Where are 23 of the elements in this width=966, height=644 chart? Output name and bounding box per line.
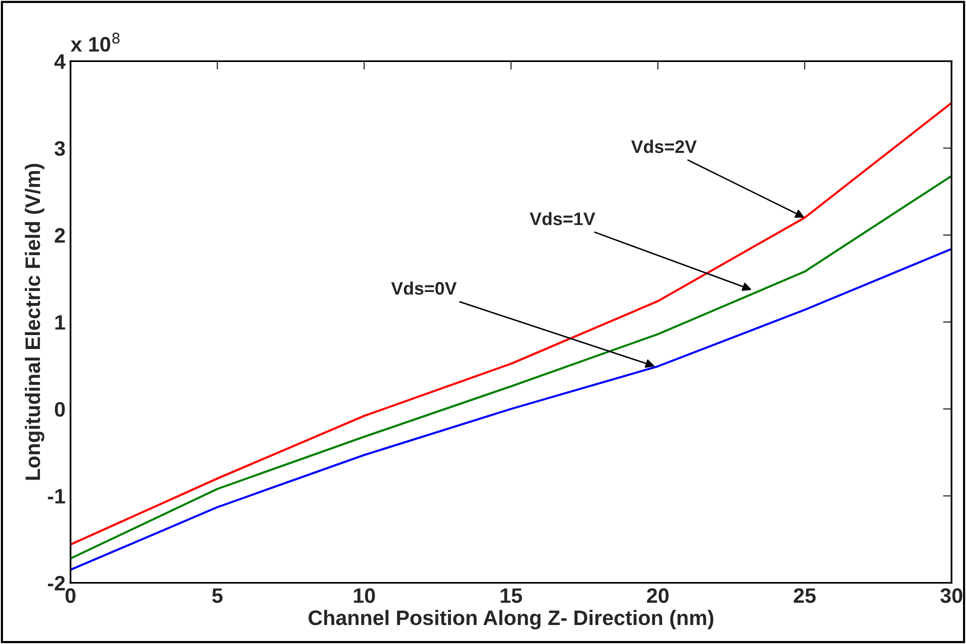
- line-series: [70, 248, 952, 571]
- y-tick-label: -2: [48, 576, 65, 590]
- y-tick-label: 3: [54, 141, 65, 156]
- text: x 10$^{8}$: [70, 32, 120, 52]
- y-tick-label: 4: [54, 54, 66, 69]
- annotation: Vds=0V: [391, 282, 457, 295]
- x-tick-label: 30: [940, 588, 962, 604]
- line-series: [70, 102, 952, 546]
- y-tick-label: -1: [48, 489, 66, 504]
- x-tick-label: 5: [212, 588, 223, 603]
- annotation: Vds=1V: [530, 212, 596, 226]
- annotation: Vds=2V: [631, 140, 697, 154]
- x-tick-label: 10: [354, 588, 375, 603]
- x-tick-label: 20: [646, 588, 669, 603]
- line-series: [70, 174, 952, 560]
- y-axis-title: Longitudinal Electric Field (V/m): [24, 164, 44, 480]
- x-tick-label: 0: [66, 588, 76, 603]
- x-tick-label: 25: [794, 588, 816, 603]
- y-tick-label: 2: [54, 228, 65, 243]
- y-tick-label: 1: [55, 315, 66, 330]
- x-axis-title: Channel Position Along Z- Direction (nm): [308, 610, 714, 630]
- y-tick-label: 0: [54, 402, 65, 417]
- x-tick-label: 15: [500, 588, 522, 603]
